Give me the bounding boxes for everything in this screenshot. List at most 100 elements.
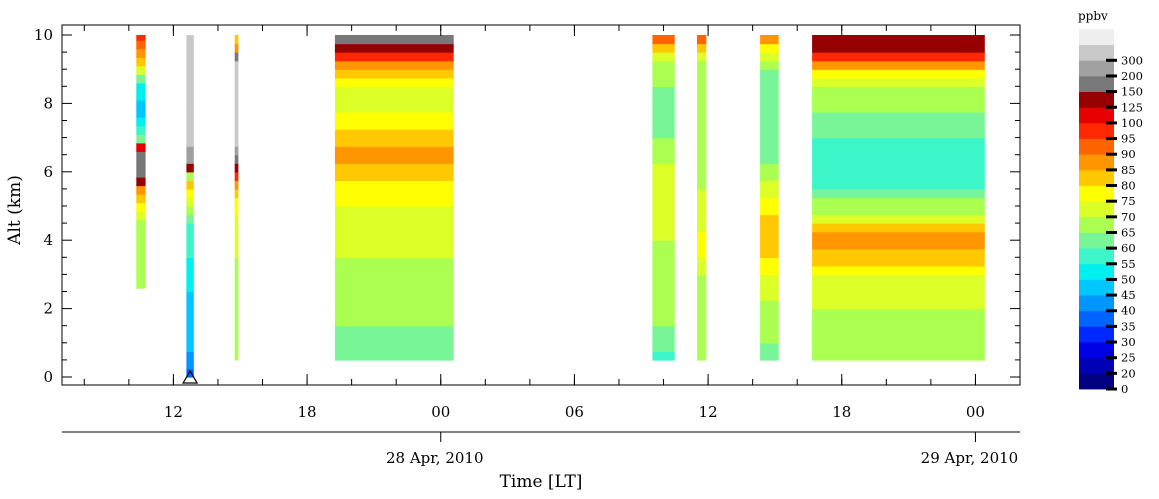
heatmap-cell-profile-1 xyxy=(186,94,194,104)
heatmap-cell-profile-6 xyxy=(760,231,779,241)
colorbar-swatch xyxy=(1079,44,1114,61)
heatmap-cell-profile-4 xyxy=(652,180,675,190)
y-tick-label: 6 xyxy=(43,163,53,181)
heatmap-cell-profile-0 xyxy=(136,82,146,93)
heatmap-cell-profile-6 xyxy=(760,120,779,130)
heatmap-cell-profile-2 xyxy=(234,334,239,344)
colorbar-tick-label: 85 xyxy=(1121,163,1136,177)
x-tick-label: 06 xyxy=(565,403,584,421)
x-tick-label: 18 xyxy=(832,403,851,421)
heatmap-cell-profile-7 xyxy=(812,146,985,156)
colorbar-unit-label: ppbv xyxy=(1078,9,1108,23)
heatmap-cell-profile-3 xyxy=(334,265,454,276)
heatmap-cell-profile-1 xyxy=(186,300,194,310)
heatmap-cell-profile-7 xyxy=(812,77,985,87)
heatmap-cell-profile-3 xyxy=(334,274,454,284)
heatmap-cell-profile-1 xyxy=(186,188,194,199)
heatmap-cell-profile-7 xyxy=(812,231,985,241)
heatmap-cell-profile-0 xyxy=(136,74,146,84)
heatmap-cell-profile-5 xyxy=(697,308,707,318)
heatmap-cell-profile-1 xyxy=(186,223,194,233)
heatmap-cell-profile-7 xyxy=(812,154,985,164)
heatmap-cell-profile-3 xyxy=(334,223,454,233)
heatmap-cell-profile-5 xyxy=(697,214,707,224)
heatmap-cell-profile-1 xyxy=(186,231,194,241)
heatmap-cell-profile-1 xyxy=(186,111,194,122)
heatmap-cell-profile-0 xyxy=(136,279,146,289)
colorbar-tick-label: 45 xyxy=(1121,288,1136,302)
heatmap-cell-profile-5 xyxy=(697,342,707,352)
heatmap-cell-profile-3 xyxy=(334,120,454,130)
heatmap-cell-profile-3 xyxy=(334,188,454,199)
heatmap-cell-profile-0 xyxy=(136,168,146,178)
heatmap-cell-profile-6 xyxy=(760,282,779,293)
heatmap-cell-profile-5 xyxy=(697,146,707,156)
heatmap-cell-profile-7 xyxy=(812,111,985,122)
heatmap-cell-profile-0 xyxy=(136,185,146,195)
heatmap-cell-profile-6 xyxy=(760,197,779,207)
heatmap-cell-profile-4 xyxy=(652,334,675,344)
heatmap-cell-profile-5 xyxy=(697,274,707,284)
heatmap-cell-profile-4 xyxy=(652,240,675,250)
heatmap-cell-profile-0 xyxy=(136,194,146,204)
heatmap-cell-profile-2 xyxy=(234,188,239,199)
heatmap-cell-profile-7 xyxy=(812,69,985,79)
heatmap-cell-profile-4 xyxy=(652,77,675,87)
colorbar-tick-label: 25 xyxy=(1121,351,1136,365)
heatmap-cell-profile-2 xyxy=(234,351,239,361)
heatmap-cell-profile-4 xyxy=(652,60,675,70)
heatmap-cell-profile-1 xyxy=(186,359,194,370)
heatmap-cell-profile-0 xyxy=(136,100,146,110)
heatmap-cell-profile-4 xyxy=(652,129,675,139)
heatmap-cell-profile-0 xyxy=(136,142,146,152)
heatmap-cell-profile-5 xyxy=(697,137,707,147)
heatmap-cell-profile-4 xyxy=(652,94,675,104)
heatmap-cell-profile-5 xyxy=(697,35,707,45)
heatmap-cell-profile-1 xyxy=(186,52,194,62)
heatmap-cell-profile-1 xyxy=(186,163,194,173)
heatmap-cell-profile-4 xyxy=(652,35,675,45)
colorbar-swatch xyxy=(1079,248,1114,265)
y-axis-title: Alt (km) xyxy=(5,175,25,246)
heatmap-cell-profile-6 xyxy=(760,52,779,62)
colorbar-swatch xyxy=(1079,263,1114,280)
heatmap-cell-profile-6 xyxy=(760,214,779,224)
date-label: 29 Apr, 2010 xyxy=(921,449,1019,467)
heatmap-cell-profile-2 xyxy=(234,60,239,70)
heatmap-cell-profile-6 xyxy=(760,180,779,190)
heatmap-cell-profile-1 xyxy=(186,43,194,53)
axes: 0 2 4 6 8 10 12 18 00 06 12 18 00 xyxy=(34,25,1020,421)
heatmap-cell-profile-1 xyxy=(186,291,194,301)
heatmap-cell-profile-4 xyxy=(652,154,675,164)
heatmap-cell-profile-5 xyxy=(697,69,707,79)
colorbar-tick-label: 90 xyxy=(1121,147,1136,161)
heatmap-cell-profile-2 xyxy=(234,171,239,181)
heatmap-cell-profile-7 xyxy=(812,325,985,335)
heatmap-cell-profile-6 xyxy=(760,129,779,139)
heatmap-cell-profile-6 xyxy=(760,146,779,156)
heatmap-cell-profile-2 xyxy=(234,180,239,190)
heatmap-cell-profile-3 xyxy=(334,43,454,53)
heatmap-cell-profile-3 xyxy=(334,60,454,70)
heatmap-cell-profile-5 xyxy=(697,351,707,361)
heatmap-cell-profile-3 xyxy=(334,35,454,45)
heatmap-cell-profile-5 xyxy=(697,52,707,62)
heatmap-cell-profile-0 xyxy=(136,236,146,246)
heatmap-cell-profile-2 xyxy=(234,325,239,335)
heatmap-cell-profile-5 xyxy=(697,240,707,250)
heatmap-cell-profile-1 xyxy=(186,351,194,361)
heatmap-cell-profile-1 xyxy=(186,171,194,181)
heatmap-cell-profile-3 xyxy=(334,317,454,327)
heatmap-cell-profile-3 xyxy=(334,257,454,267)
y-tick-label: 8 xyxy=(43,94,53,112)
y-tick-label: 2 xyxy=(43,300,53,318)
y-tick-label: 4 xyxy=(43,231,53,249)
heatmap-cell-profile-5 xyxy=(697,248,707,258)
heatmap-cell-profile-4 xyxy=(652,351,675,361)
heatmap-cell-profile-7 xyxy=(812,317,985,327)
heatmap-cell-profile-7 xyxy=(812,129,985,139)
heatmap-cell-profile-3 xyxy=(334,300,454,310)
heatmap-cell-profile-4 xyxy=(652,103,675,113)
heatmap-cell-profile-2 xyxy=(234,265,239,276)
